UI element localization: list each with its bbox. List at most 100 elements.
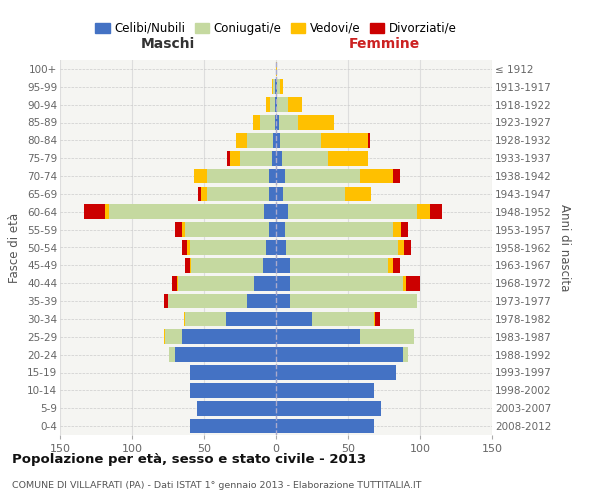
Bar: [190, 240, 266, 255]
Bar: [109, 204, 265, 219]
Bar: [194, 168, 207, 184]
Bar: [190, 258, 191, 272]
Bar: [276, 383, 374, 398]
Bar: [276, 222, 284, 237]
Bar: [191, 258, 263, 272]
Bar: [290, 258, 388, 272]
Bar: [320, 133, 368, 148]
Bar: [287, 204, 417, 219]
Bar: [272, 151, 276, 166]
Bar: [401, 222, 409, 237]
Bar: [276, 240, 286, 255]
Bar: [168, 294, 247, 308]
Bar: [276, 330, 359, 344]
Bar: [403, 276, 406, 290]
Bar: [276, 168, 284, 184]
Y-axis label: Fasce di età: Fasce di età: [8, 212, 22, 282]
Bar: [276, 98, 277, 112]
Bar: [286, 240, 398, 255]
Bar: [276, 151, 282, 166]
Bar: [276, 276, 290, 290]
Bar: [417, 204, 430, 219]
Bar: [265, 204, 276, 219]
Bar: [185, 258, 190, 272]
Bar: [276, 204, 287, 219]
Bar: [345, 186, 371, 201]
Bar: [182, 240, 187, 255]
Bar: [230, 151, 240, 166]
Text: Femmine: Femmine: [349, 37, 419, 51]
Bar: [266, 98, 270, 112]
Bar: [190, 365, 276, 380]
Text: Popolazione per età, sesso e stato civile - 2013: Popolazione per età, sesso e stato civil…: [12, 452, 366, 466]
Bar: [269, 222, 276, 237]
Text: COMUNE DI VILLAFRATI (PA) - Dati ISTAT 1° gennaio 2013 - Elaborazione TUTTITALIA: COMUNE DI VILLAFRATI (PA) - Dati ISTAT 1…: [12, 480, 421, 490]
Bar: [178, 276, 254, 290]
Bar: [392, 222, 401, 237]
Bar: [182, 330, 276, 344]
Bar: [298, 115, 334, 130]
Bar: [269, 168, 276, 184]
Bar: [276, 62, 277, 76]
Bar: [282, 151, 328, 166]
Bar: [284, 168, 359, 184]
Bar: [312, 312, 374, 326]
Bar: [276, 312, 312, 326]
Bar: [398, 240, 404, 255]
Bar: [276, 258, 290, 272]
Bar: [236, 133, 247, 148]
Bar: [273, 133, 276, 148]
Bar: [240, 151, 272, 166]
Bar: [376, 312, 380, 326]
Bar: [187, 240, 190, 255]
Bar: [175, 222, 182, 237]
Bar: [388, 258, 392, 272]
Bar: [276, 348, 403, 362]
Bar: [328, 151, 368, 166]
Bar: [276, 80, 277, 94]
Bar: [104, 204, 109, 219]
Bar: [276, 133, 280, 148]
Bar: [392, 168, 400, 184]
Bar: [287, 98, 302, 112]
Bar: [276, 401, 381, 415]
Y-axis label: Anni di nascita: Anni di nascita: [558, 204, 571, 291]
Bar: [280, 80, 283, 94]
Bar: [184, 312, 185, 326]
Bar: [190, 383, 276, 398]
Bar: [368, 133, 370, 148]
Bar: [276, 419, 374, 434]
Bar: [182, 222, 185, 237]
Bar: [197, 401, 276, 415]
Bar: [263, 258, 276, 272]
Bar: [284, 222, 392, 237]
Bar: [260, 115, 275, 130]
Bar: [290, 276, 403, 290]
Bar: [359, 168, 392, 184]
Bar: [175, 348, 276, 362]
Legend: Celibi/Nubili, Coniugati/e, Vedovi/e, Divorziati/e: Celibi/Nubili, Coniugati/e, Vedovi/e, Di…: [91, 17, 461, 40]
Bar: [226, 312, 276, 326]
Bar: [190, 419, 276, 434]
Bar: [198, 186, 201, 201]
Bar: [272, 80, 273, 94]
Bar: [359, 330, 414, 344]
Bar: [277, 98, 287, 112]
Bar: [275, 98, 276, 112]
Bar: [207, 168, 269, 184]
Bar: [283, 186, 345, 201]
Bar: [169, 348, 175, 362]
Bar: [276, 365, 395, 380]
Bar: [374, 312, 376, 326]
Bar: [172, 276, 176, 290]
Bar: [290, 294, 417, 308]
Bar: [392, 258, 400, 272]
Bar: [164, 294, 168, 308]
Bar: [247, 294, 276, 308]
Bar: [276, 186, 283, 201]
Bar: [430, 204, 442, 219]
Bar: [270, 98, 275, 112]
Bar: [185, 312, 226, 326]
Bar: [279, 115, 298, 130]
Bar: [403, 348, 409, 362]
